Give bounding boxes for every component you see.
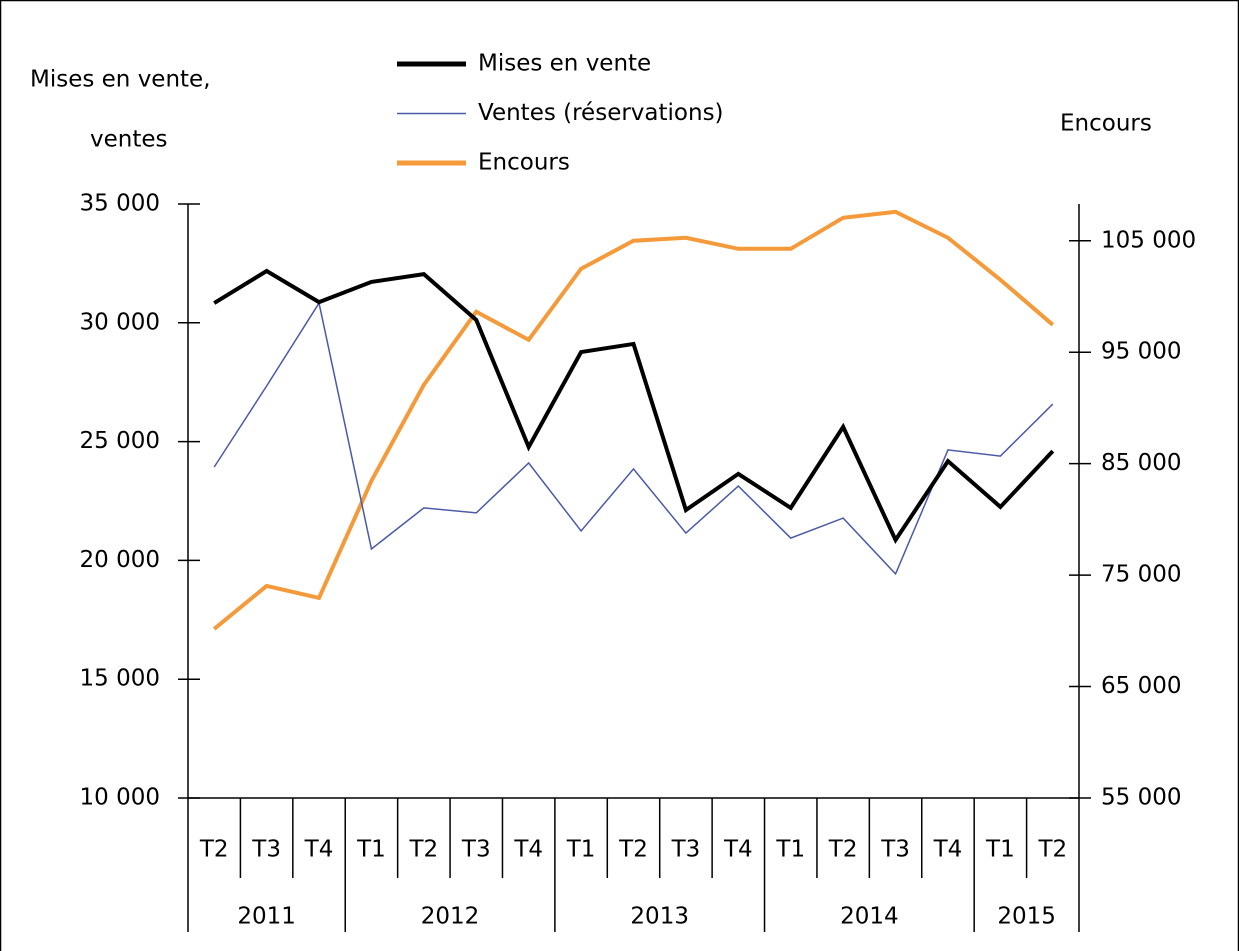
x-tick-label: T4 xyxy=(304,837,334,863)
y2-tick-label: 85 000 xyxy=(1101,450,1181,476)
x-tick-label: T3 xyxy=(251,837,281,863)
series-line xyxy=(213,268,1055,545)
legend-label: Ventes (réservations) xyxy=(478,100,724,126)
year-label: 2013 xyxy=(630,904,689,930)
y-tick-label: 15 000 xyxy=(80,666,160,692)
year-label: 2014 xyxy=(840,904,899,930)
x-tick-label: T4 xyxy=(933,837,963,863)
y2-tick-label: 95 000 xyxy=(1101,339,1181,365)
x-tick-label: T3 xyxy=(880,837,910,863)
year-label: 2012 xyxy=(421,904,480,930)
x-tick-label: T3 xyxy=(461,837,491,863)
x-tick-label: T2 xyxy=(409,837,439,863)
y-axis-label: ventes xyxy=(90,127,168,153)
x-tick-label: T1 xyxy=(566,837,596,863)
y-tick-label: 30 000 xyxy=(80,309,160,335)
y-axis-label: Mises en vente, xyxy=(30,67,211,93)
x-tick-label: T4 xyxy=(513,837,543,863)
x-tick-label: T2 xyxy=(828,837,858,863)
y2-tick-label: 75 000 xyxy=(1101,562,1181,588)
y2-tick-label: 65 000 xyxy=(1101,673,1181,699)
x-tick-label: T2 xyxy=(618,837,648,863)
y-tick-label: 20 000 xyxy=(80,547,160,573)
y2-axis-label: Encours xyxy=(1060,111,1152,137)
x-tick-label: T1 xyxy=(775,837,805,863)
legend-label: Mises en vente xyxy=(478,51,651,77)
y-tick-label: 35 000 xyxy=(80,191,160,217)
year-label: 2011 xyxy=(237,904,296,930)
series-line xyxy=(213,301,1054,576)
y2-tick-label: 55 000 xyxy=(1101,785,1181,811)
x-tick-label: T2 xyxy=(199,837,229,863)
series-line xyxy=(212,209,1055,631)
x-tick-label: T3 xyxy=(671,837,701,863)
legend-label: Encours xyxy=(478,150,570,176)
y-tick-label: 25 000 xyxy=(80,428,160,454)
x-tick-label: T1 xyxy=(985,837,1015,863)
y-tick-label: 10 000 xyxy=(80,785,160,811)
y2-tick-label: 105 000 xyxy=(1101,227,1196,253)
x-tick-label: T1 xyxy=(356,837,386,863)
x-tick-label: T4 xyxy=(723,837,753,863)
year-label: 2015 xyxy=(997,904,1056,930)
x-tick-label: T2 xyxy=(1037,837,1067,863)
